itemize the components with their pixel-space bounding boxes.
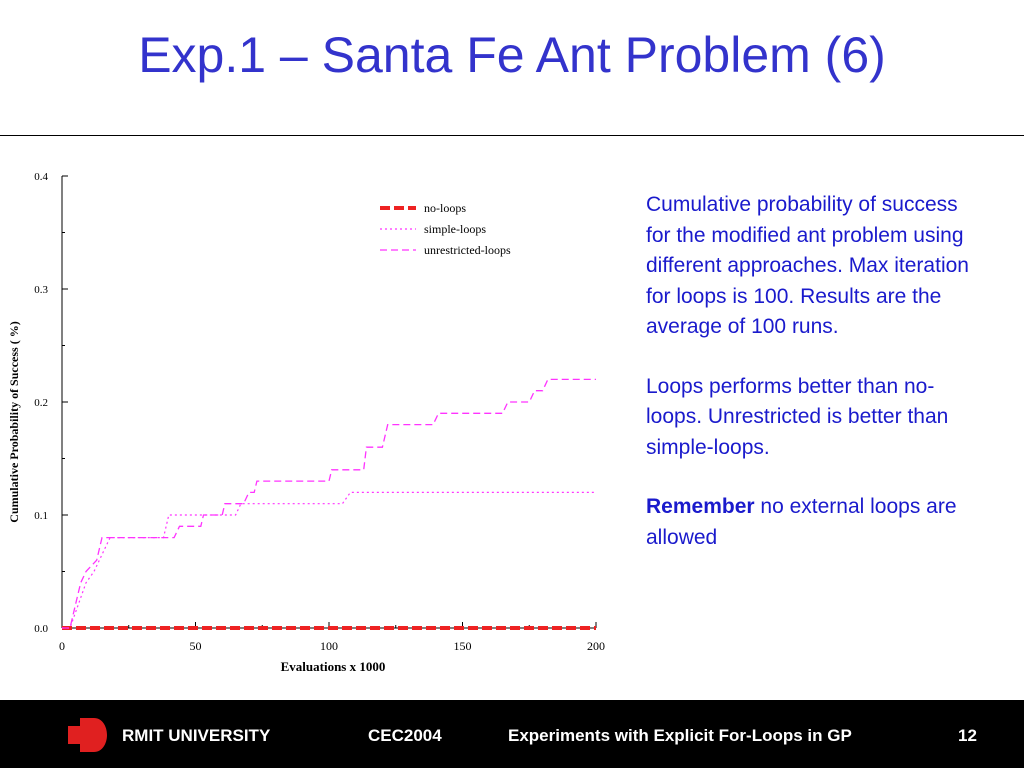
footer-bar: RMIT UNIVERSITY CEC2004 Experiments with… xyxy=(0,700,1024,768)
note-conclusion: Loops performs better than no-loops. Unr… xyxy=(646,374,949,459)
side-notes: Cumulative probability of success for th… xyxy=(646,190,976,582)
x-tick-label: 0 xyxy=(59,639,65,653)
series-line-unrestricted-loops xyxy=(62,378,596,629)
x-tick-label: 100 xyxy=(320,639,338,653)
footer-university: RMIT UNIVERSITY xyxy=(122,726,271,745)
x-tick-label: 150 xyxy=(454,639,472,653)
legend-label-no-loops: no-loops xyxy=(424,201,466,215)
y-tick-label: 0.2 xyxy=(34,397,48,409)
x-tick-label: 50 xyxy=(190,639,202,653)
y-axis-label: Cumulative Probability of Success ( %) xyxy=(7,321,21,522)
remember-label: Remember xyxy=(646,495,755,518)
legend-label-unrestricted-loops: unrestricted-loops xyxy=(424,243,511,257)
footer-talk-title: Experiments with Explicit For-Loops in G… xyxy=(508,726,852,745)
title-divider xyxy=(0,135,1024,136)
y-tick-label: 0.3 xyxy=(34,284,48,296)
x-axis-label: Evaluations x 1000 xyxy=(281,659,386,674)
rmit-logo-icon xyxy=(68,718,107,752)
y-tick-label: 0.1 xyxy=(34,510,48,522)
footer-page-number: 12 xyxy=(958,726,977,745)
x-tick-label: 200 xyxy=(587,639,605,653)
series-line-simple-loops xyxy=(62,491,596,629)
remember-text: no external loops are allowed xyxy=(646,495,957,549)
legend-label-simple-loops: simple-loops xyxy=(424,222,486,236)
note-description: Cumulative probability of success for th… xyxy=(646,193,969,338)
y-tick-label: 0.0 xyxy=(34,623,48,635)
cumulative-probability-chart: 0.0 0.1 0.2 0.3 0.4 0 50 100 150 200 Evaluations x… xyxy=(7,171,605,674)
footer-conference: CEC2004 xyxy=(368,726,442,745)
slide-title: Exp.1 – Santa Fe Ant Problem (6) xyxy=(138,27,886,83)
y-tick-label: 0.4 xyxy=(34,171,48,183)
note-remember: Remember no external loops are allowed xyxy=(646,492,976,553)
